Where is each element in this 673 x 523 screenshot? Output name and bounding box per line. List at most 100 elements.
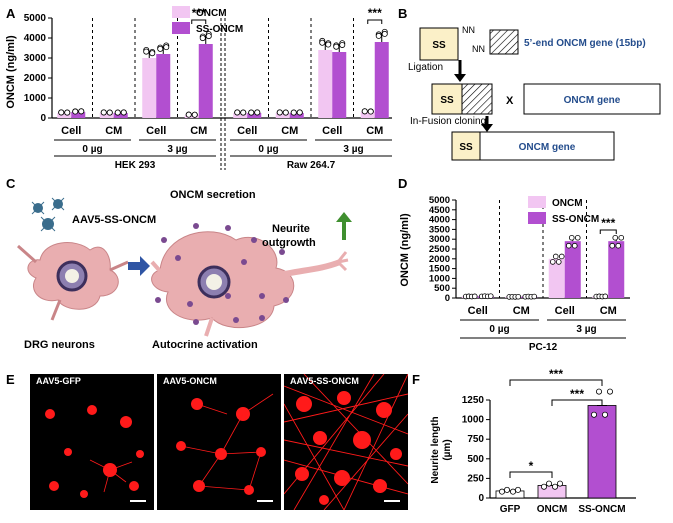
panel-a-fraction-label: Cell bbox=[237, 125, 257, 137]
drg-neuron-icon bbox=[17, 242, 129, 321]
panel-a-bar bbox=[233, 113, 248, 118]
panel-a-cellline-label: Raw 264.7 bbox=[287, 160, 336, 171]
panel-c-illustration: AAV5-SS-ONCM DRG neurons ONCM secretion bbox=[17, 189, 352, 351]
panel-d-legend-ssoncm-swatch bbox=[528, 212, 546, 224]
panel-d-bar bbox=[564, 241, 581, 298]
panel-a-point bbox=[185, 111, 192, 118]
panel-a-point bbox=[58, 109, 65, 116]
up-arrow-icon bbox=[336, 212, 352, 240]
panel-a-point bbox=[199, 35, 206, 42]
panel-d-cellline-label: PC-12 bbox=[529, 342, 558, 353]
panel-a-bar bbox=[71, 112, 86, 118]
panel-a-sig-bracket bbox=[191, 19, 207, 24]
panel-f-category-label: ONCM bbox=[537, 504, 568, 515]
panel-d-point bbox=[612, 234, 619, 241]
panel-a-fraction-label: CM bbox=[281, 125, 298, 137]
autocrine-label: Autocrine activation bbox=[152, 339, 258, 351]
transition-arrow-icon bbox=[128, 256, 150, 276]
panel-a-point bbox=[319, 39, 326, 46]
final-ss-block bbox=[451, 131, 481, 161]
panel-f-point bbox=[596, 388, 603, 395]
panel-d-point bbox=[602, 293, 609, 300]
panel-f-category-label: SS-ONCM bbox=[578, 504, 625, 515]
panel-a-sig-label: *** bbox=[368, 6, 382, 20]
panel-a-bar bbox=[360, 112, 375, 118]
panel-f-point bbox=[541, 483, 548, 490]
mid-ss-label: SS bbox=[440, 95, 454, 106]
panel-f-point bbox=[602, 411, 609, 418]
ss-block bbox=[419, 27, 459, 61]
panel-d-point bbox=[568, 234, 575, 241]
panel-a-point bbox=[163, 44, 170, 51]
panel-d-point bbox=[549, 259, 556, 265]
panel-f-point bbox=[552, 483, 559, 490]
panel-d-ytick-label: 1500 bbox=[429, 264, 450, 275]
panel-d-ytick-label: 0 bbox=[445, 293, 450, 304]
panel-f-sig-label: * bbox=[529, 459, 534, 473]
panel-d-legend-oncm: ONCM bbox=[552, 198, 583, 209]
panel-a-bar bbox=[57, 113, 72, 118]
panel-a-dose-label: 3 µg bbox=[343, 144, 363, 155]
panel-a-bar bbox=[275, 113, 290, 118]
panel-f-point bbox=[607, 388, 614, 395]
panel-c-letter: C bbox=[6, 176, 16, 191]
panel-f-ylabel-1: Neurite length bbox=[430, 416, 441, 483]
panel-f-ytick-label: 500 bbox=[467, 454, 484, 465]
panel-d-point bbox=[565, 242, 572, 249]
nn-label-2: NN bbox=[472, 44, 485, 54]
panel-f-point bbox=[509, 488, 516, 495]
panel-f-point bbox=[503, 486, 510, 493]
panel-a-point bbox=[296, 109, 303, 116]
panel-a-ytick-label: 1000 bbox=[24, 93, 47, 104]
panel-d-point bbox=[618, 234, 625, 241]
micro-gfp-label: AAV5-GFP bbox=[36, 376, 81, 386]
ss-label: SS bbox=[432, 40, 446, 51]
panel-d-ytick-label: 4500 bbox=[429, 205, 450, 216]
panel-d-point bbox=[515, 293, 522, 300]
panel-f-letter: F bbox=[412, 372, 420, 387]
panel-a-point bbox=[282, 109, 289, 116]
panel-a-ytick-label: 2000 bbox=[24, 73, 47, 84]
panel-d-fraction-label: CM bbox=[600, 305, 617, 317]
panel-a-bar bbox=[318, 50, 333, 118]
panel-a-ylabel: ONCM (ng/ml) bbox=[5, 35, 17, 109]
panel-d-dose-label: 3 µg bbox=[576, 324, 596, 335]
panel-d-dose-label: 0 µg bbox=[489, 324, 509, 335]
oncm-gene-block bbox=[523, 83, 661, 115]
neurite-label: Neurite bbox=[272, 223, 310, 235]
gene5-label: 5’-end ONCM gene (15bp) bbox=[524, 38, 646, 49]
panel-a-ytick-label: 5000 bbox=[24, 13, 47, 24]
panel-a-bar bbox=[99, 113, 114, 118]
infusion-label: In-Fusion cloning bbox=[410, 116, 486, 127]
panel-f-ytick-label: 1000 bbox=[462, 415, 485, 426]
panel-f-point bbox=[557, 480, 564, 487]
infusion-arrowhead bbox=[481, 124, 493, 132]
micro-ssoncm-scalebar bbox=[384, 500, 400, 502]
panel-a-point bbox=[114, 109, 121, 116]
nn-label-1: NN bbox=[462, 25, 475, 35]
final-ss-label: SS bbox=[459, 142, 473, 153]
panel-a-chart: 0 1000 2000 3000 4000 5000 *** *** Cell CM Cell CM C… bbox=[24, 6, 392, 171]
panel-a-point bbox=[290, 109, 297, 116]
micro-oncm-scalebar bbox=[257, 500, 273, 502]
panel-f-category-label: GFP bbox=[500, 504, 521, 515]
panel-a-point bbox=[254, 109, 261, 116]
panel-a-point bbox=[375, 32, 382, 39]
panel-a-point bbox=[240, 109, 247, 116]
panel-d-bar bbox=[608, 241, 625, 298]
panel-a-sig-label: *** bbox=[192, 6, 206, 20]
panel-a-bar bbox=[184, 115, 199, 118]
micro-oncm-drawing bbox=[176, 393, 274, 495]
panel-d-ytick-label: 500 bbox=[434, 283, 450, 294]
oncm-gene-label: ONCM gene bbox=[564, 95, 621, 106]
panel-a-point bbox=[191, 111, 198, 118]
panel-a-legend-ssoncm-swatch bbox=[172, 22, 190, 34]
panel-f-point bbox=[515, 486, 522, 493]
panel-d-ytick-label: 5000 bbox=[429, 195, 450, 206]
panel-a-point bbox=[234, 109, 241, 116]
panel-a-dose-label: 3 µg bbox=[167, 144, 187, 155]
panel-a-legend-oncm: ONCM bbox=[196, 8, 227, 19]
panel-d-point bbox=[552, 253, 559, 260]
panel-f-sig-label: *** bbox=[549, 367, 563, 381]
